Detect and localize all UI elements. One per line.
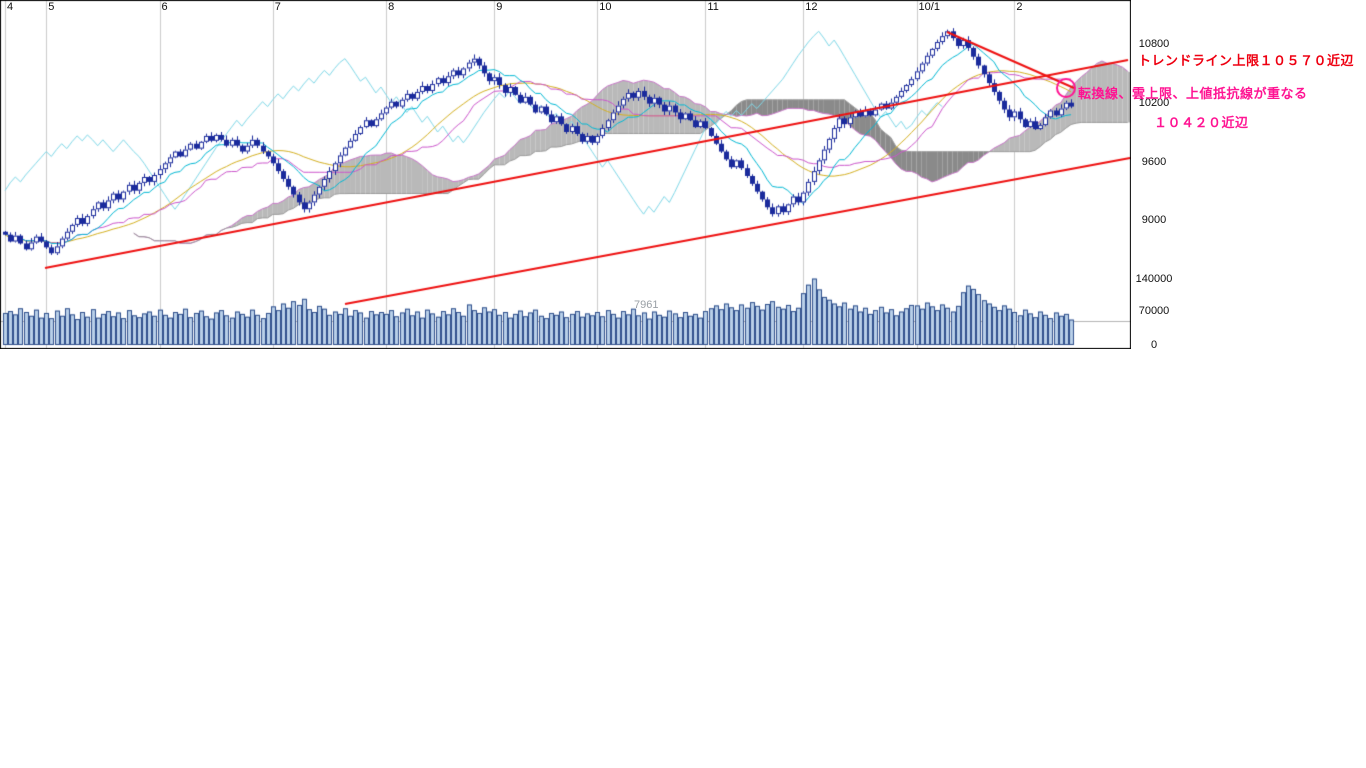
x-axis-month-label: 9 — [496, 1, 503, 13]
chart-watermark: 7961 — [634, 299, 659, 311]
x-axis-month-label: 10 — [599, 1, 612, 13]
y-axis-tick-label: 0 — [1150, 339, 1158, 351]
x-axis-month-label: 12 — [805, 1, 818, 13]
x-axis-month-labels: 4 5 6 7 8 9 10 11 12 10/1 2 — [0, 0, 1131, 16]
chart-plot-canvas[interactable] — [0, 0, 1131, 349]
x-axis-month-label: 8 — [388, 1, 395, 13]
x-axis-month-label: 2 — [1016, 1, 1023, 13]
x-axis-month-label: 11 — [707, 1, 719, 13]
y-axis-tick-label: 9600 — [1141, 156, 1167, 168]
x-axis-month-label: 10/1 — [918, 1, 940, 13]
y-axis-tick-label: 70000 — [1138, 305, 1170, 317]
annotation-trendline-upper-label: トレンドライン上限１０５７０近辺 — [1138, 53, 1355, 68]
y-axis-tick-label: 10800 — [1138, 38, 1170, 50]
x-axis-month-label: 4 — [7, 1, 14, 13]
y-axis-tick-label: 9000 — [1141, 214, 1167, 226]
x-axis-month-label: 7 — [274, 1, 281, 13]
y-axis-tick-label: 10200 — [1138, 97, 1170, 109]
x-axis-month-label: 6 — [161, 1, 168, 13]
annotation-price-level-label: １０４２０近辺 — [1154, 115, 1249, 130]
x-axis-month-label: 5 — [48, 1, 55, 13]
price-chart-panel: 4 5 6 7 8 9 10 11 12 10/1 2 7961 — [0, 0, 1131, 349]
annotation-convergence-label: 転換線、雲上限、上値抵抗線が重なる — [1078, 86, 1308, 101]
y-axis-tick-label: 140000 — [1135, 273, 1173, 285]
y-axis-labels: 10800 10200 9600 9000 140000 70000 0 — [1132, 0, 1178, 360]
